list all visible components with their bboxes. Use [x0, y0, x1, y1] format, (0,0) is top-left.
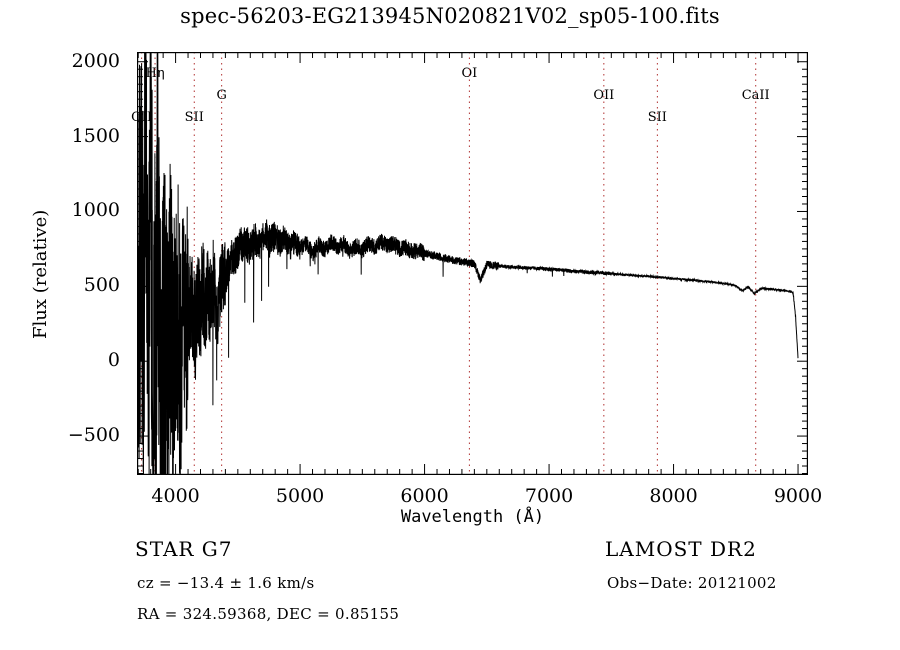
x-tick-9000: 9000: [773, 485, 823, 507]
spectral-line-label-G: G: [216, 88, 227, 103]
redshift-velocity-label: cz = −13.4 ± 1.6 km/s: [137, 574, 315, 592]
page-title: spec-56203-EG213945N020821V02_sp05-100.f…: [180, 4, 720, 28]
plot-frame: [137, 52, 808, 475]
spectral-line-label-OII: OII: [593, 88, 615, 103]
survey-label: LAMOST DR2: [605, 537, 757, 561]
y-tick-500: 500: [83, 274, 120, 297]
object-type-label: STAR G7: [135, 537, 233, 561]
coordinates-label: RA = 324.59368, DEC = 0.85155: [137, 605, 400, 623]
x-tick-6000: 6000: [400, 485, 449, 507]
spectral-line-label-CaII: CaII: [741, 88, 770, 103]
spectral-line-label-OI: OI: [461, 66, 478, 81]
observation-date-label: Obs−Date: 20121002: [607, 574, 777, 592]
x-tick-4000: 4000: [151, 485, 200, 507]
spectral-line-label-SII: SII: [184, 110, 204, 125]
x-axis-label: Wavelength (Å): [400, 507, 545, 527]
x-tick-7000: 7000: [524, 485, 574, 507]
spectrum-canvas: [137, 52, 808, 475]
y-tick-1000: 1000: [71, 199, 120, 222]
x-tick-5000: 5000: [275, 485, 325, 507]
y-tick-1500: 1500: [71, 124, 120, 147]
y-tick-2000: 2000: [71, 49, 120, 72]
plot-border: [137, 52, 808, 475]
spectral-line-label-SII: SII: [647, 110, 667, 125]
y-tick--500: −500: [67, 424, 120, 447]
y-tick-0: 0: [107, 349, 120, 372]
spectrum-trace: [137, 52, 799, 475]
x-tick-8000: 8000: [649, 485, 698, 507]
